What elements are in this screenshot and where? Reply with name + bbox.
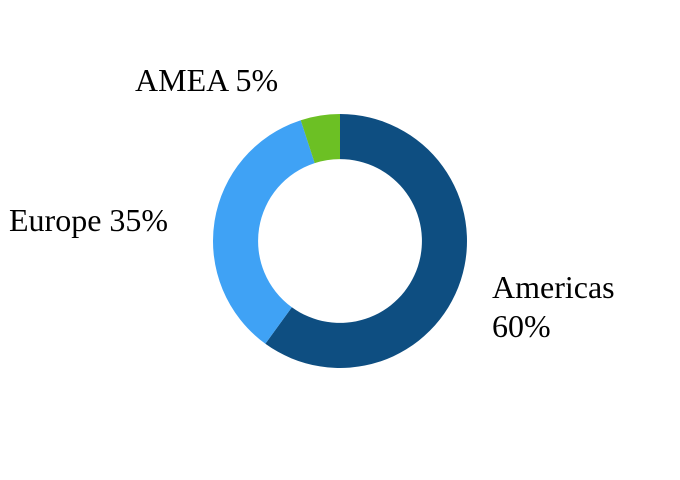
data-label-amea: AMEA 5% <box>135 62 279 98</box>
data-label-americas: Americas 60% <box>492 269 615 345</box>
donut-segment-americas <box>265 114 467 368</box>
donut-segment-europe <box>212 120 315 344</box>
donut-segment-amea <box>300 114 340 164</box>
data-label-europe: Europe 35% <box>9 202 169 238</box>
